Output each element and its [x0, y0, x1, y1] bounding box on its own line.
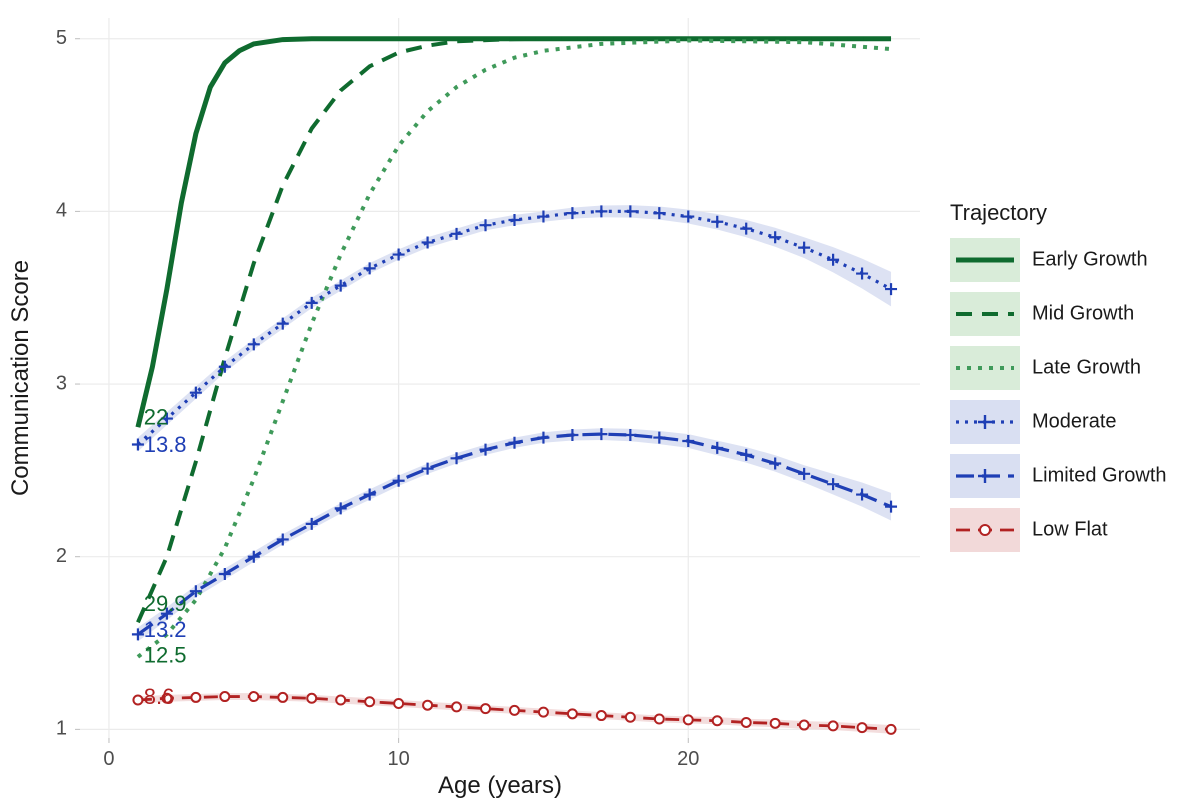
x-tick-label: 10	[387, 748, 409, 770]
legend-label: Low Flat	[1032, 518, 1108, 540]
marker-circle	[510, 706, 519, 715]
annotation-1: 13.8	[144, 432, 187, 457]
marker-circle	[307, 694, 316, 703]
y-axis-title: Communication Score	[7, 260, 34, 496]
y-tick-label: 5	[56, 27, 67, 49]
marker-circle	[220, 692, 229, 701]
legend-label: Mid Growth	[1032, 302, 1134, 324]
marker-circle	[481, 704, 490, 713]
marker-circle	[713, 716, 722, 725]
legend-label: Late Growth	[1032, 356, 1141, 378]
marker-circle	[191, 693, 200, 702]
marker-circle	[887, 725, 896, 734]
marker-circle	[771, 719, 780, 728]
legend-label: Moderate	[1032, 410, 1117, 432]
marker-circle	[858, 723, 867, 732]
marker-circle	[452, 702, 461, 711]
marker-circle	[655, 715, 664, 724]
x-tick-label: 0	[103, 748, 114, 770]
marker-circle	[829, 721, 838, 730]
marker-circle	[365, 697, 374, 706]
y-tick-label: 1	[56, 718, 67, 740]
y-tick-label: 3	[56, 372, 67, 394]
marker-circle	[684, 715, 693, 724]
legend-label: Early Growth	[1032, 248, 1148, 270]
x-axis-title: Age (years)	[438, 772, 562, 799]
annotation-0: 22	[144, 404, 168, 429]
marker-circle	[597, 711, 606, 720]
annotation-3: 13.2	[144, 617, 187, 642]
annotation-5: 8.6	[144, 684, 175, 709]
marker-circle	[278, 693, 287, 702]
marker-circle	[626, 713, 635, 722]
marker-circle	[568, 709, 577, 718]
marker-circle	[539, 708, 548, 717]
legend-title: Trajectory	[950, 200, 1047, 225]
marker-circle	[394, 699, 403, 708]
x-tick-label: 20	[677, 748, 699, 770]
annotation-2: 29.9	[144, 591, 187, 616]
marker-circle	[249, 692, 258, 701]
legend-label: Limited Growth	[1032, 464, 1167, 486]
marker-circle	[423, 701, 432, 710]
annotation-4: 12.5	[144, 643, 187, 668]
trajectory-chart: 22 13.8 29.913.212.5 8.6 0 10 20 1 2 3 4 5 Age (year…	[0, 0, 1200, 811]
y-tick-label: 4	[56, 200, 67, 222]
marker-circle	[742, 718, 751, 727]
marker-circle	[133, 696, 142, 705]
marker-circle	[336, 696, 345, 705]
y-tick-label: 2	[56, 545, 67, 567]
marker-circle	[800, 721, 809, 730]
